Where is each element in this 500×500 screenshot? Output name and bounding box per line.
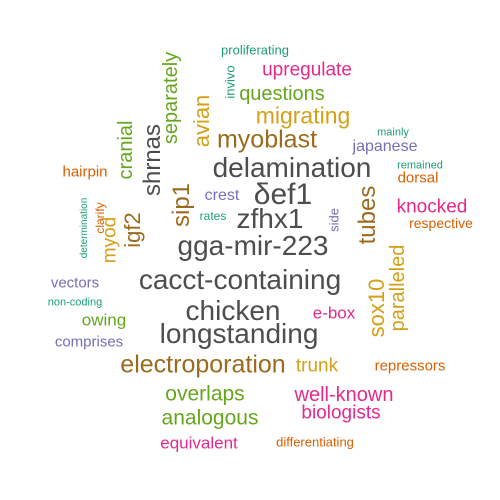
word-japanese: japanese: [352, 138, 418, 155]
word-differentiating: differentiating: [276, 434, 354, 450]
word-mainly: mainly: [377, 126, 409, 139]
word-igf2: igf2: [120, 212, 145, 248]
word-knocked: knocked: [396, 196, 468, 218]
word-determination: determination: [79, 197, 90, 259]
word-cacct-containing: cacct-containing: [138, 264, 342, 295]
word-trunk: trunk: [295, 355, 339, 377]
word-cranial: cranial: [115, 120, 137, 180]
word-proliferating: proliferating: [221, 42, 289, 58]
word-vectors: vectors: [50, 274, 100, 292]
word-respective: respective: [409, 215, 473, 231]
word-hairpin: hairpin: [62, 163, 108, 181]
word-dorsal: dorsal: [397, 169, 439, 187]
word-migrating: migrating: [255, 102, 351, 129]
word-owing: owing: [81, 310, 127, 330]
word-electroporation: electroporation: [120, 350, 286, 379]
word-longstanding: longstanding: [159, 318, 319, 349]
word-tubes: tubes: [354, 185, 381, 245]
word-upregulate: upregulate: [262, 59, 352, 81]
word-def1: δef1: [253, 178, 313, 211]
word-e-box: e-box: [312, 303, 356, 323]
word-invivo: invivo: [222, 65, 238, 99]
word-rates: rates: [199, 209, 227, 223]
word-shrnas: shrnas: [139, 123, 166, 197]
word-well-known: well-known: [294, 384, 394, 406]
word-analogous: analogous: [161, 406, 259, 430]
word-questions: questions: [239, 83, 325, 105]
word-sox10: sox10: [364, 278, 389, 338]
word-avian: avian: [189, 94, 214, 148]
word-repressors: repressors: [374, 357, 446, 375]
word-side: side: [326, 208, 342, 232]
word-sip1: sip1: [168, 182, 195, 228]
word-comprises: comprises: [54, 333, 124, 351]
word-myod: myod: [99, 216, 121, 264]
word-remained: remained: [397, 159, 443, 172]
word-paralleled: paralleled: [387, 244, 409, 332]
word-equivalent: equivalent: [160, 433, 238, 453]
word-delamination: delamination: [212, 152, 372, 183]
word-biologists: biologists: [301, 402, 381, 424]
word-myoblast: myoblast: [216, 125, 318, 154]
word-chicken: chicken: [185, 295, 281, 326]
word-non-coding: non-coding: [47, 296, 103, 309]
word-zfhx1: zfhx1: [236, 203, 304, 234]
word-gga-mir-223: gga-mir-223: [177, 230, 329, 261]
word-overlaps: overlaps: [165, 382, 245, 406]
word-crest: crest: [204, 187, 240, 204]
